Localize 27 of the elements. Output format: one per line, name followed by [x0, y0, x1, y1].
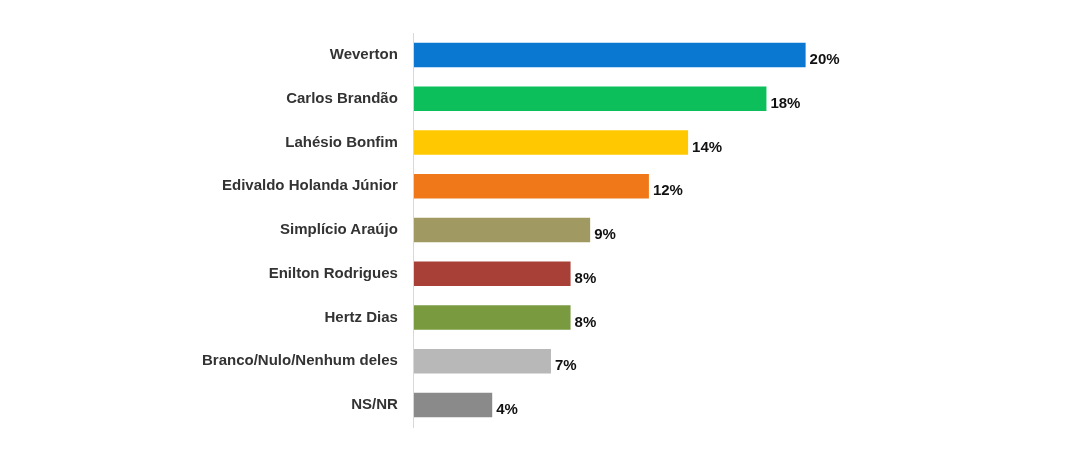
data-label: 8% [574, 268, 597, 286]
bar [413, 173, 649, 199]
y-tick-label: Hertz Dias [324, 307, 398, 325]
data-label: 12% [652, 181, 683, 199]
data-label: 8% [574, 312, 597, 330]
data-label: 18% [770, 93, 801, 111]
bar [413, 86, 767, 111]
y-tick-label: Edivaldo Holanda Júnior [222, 176, 399, 194]
y-tick-label: Branco/Nulo/Nenhum deles [201, 351, 398, 369]
data-label: 14% [692, 137, 723, 155]
data-label: 20% [809, 50, 840, 68]
y-tick-label: Enilton Rodrigues [268, 263, 398, 281]
data-label: 7% [554, 356, 577, 374]
data-label: 9% [594, 225, 616, 243]
y-tick-label: Carlos Brandão [286, 88, 398, 106]
bar [413, 42, 806, 68]
y-tick-label: NS/NR [351, 395, 399, 413]
bar [413, 130, 689, 155]
bar [413, 392, 493, 418]
bar [413, 305, 571, 330]
data-label: 4% [496, 400, 518, 418]
bar [413, 261, 571, 287]
bar [413, 349, 551, 374]
bar [413, 217, 591, 243]
y-tick-label: Weverton [329, 45, 398, 63]
y-tick-label: Simplício Araújo [280, 220, 398, 238]
y-tick-label: Lahésio Bonfim [285, 132, 398, 150]
